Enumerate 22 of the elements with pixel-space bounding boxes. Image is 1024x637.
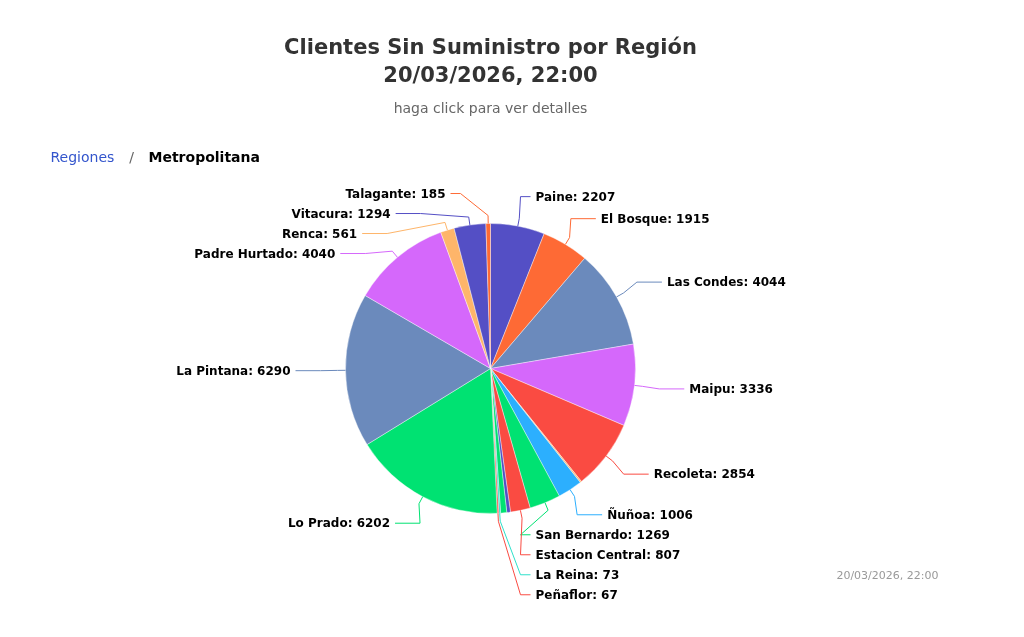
slice-label: Estacion Central: 807 [535, 547, 681, 562]
slice-label: Lo Prado: 6202 [287, 516, 391, 531]
slice-label: Talagante: 185 [345, 186, 446, 201]
slice-label: La Reina: 73 [535, 567, 620, 582]
slice-label: Renca: 561 [281, 226, 358, 241]
slice-label: San Bernardo: 1269 [535, 527, 670, 542]
text: Regiones [50, 148, 115, 165]
chart-subtitle: haga click para ver detalles [393, 99, 588, 116]
slice-label: El Bosque: 1915 [600, 211, 710, 226]
text: / [129, 148, 135, 165]
text: 20/03/2026, 22:00 [836, 569, 939, 582]
slice-label: La Pintana: 6290 [176, 363, 291, 378]
slice-label: Paine: 2207 [535, 189, 616, 204]
slice-label: Peñaflor: 67 [535, 587, 618, 602]
chart-title: Clientes Sin Suministro por Región 20/03/2026, 22:00 [284, 34, 697, 87]
slice-label: Vitacura: 1294 [291, 206, 391, 221]
slice-label: Padre Hurtado: 4040 [194, 246, 336, 261]
slice-label: Ñuñoa: 1006 [607, 506, 693, 522]
text: Metropolitana [148, 148, 260, 165]
slice-label: Maipu: 3336 [689, 381, 773, 396]
slice-label: Las Condes: 4044 [666, 275, 786, 290]
slice-label: Recoleta: 2854 [653, 467, 755, 482]
